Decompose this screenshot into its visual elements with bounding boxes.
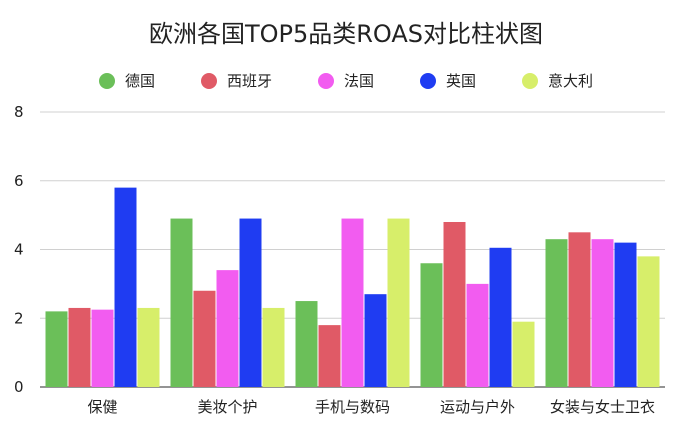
bar	[466, 283, 489, 387]
bar	[489, 247, 512, 387]
y-tick-label: 8	[14, 103, 24, 121]
bar	[114, 187, 137, 387]
x-category-label: 保健	[87, 398, 117, 416]
bar	[216, 270, 239, 387]
legend-item-spain: 西班牙	[200, 70, 272, 91]
x-category-label: 运动与户外	[440, 398, 515, 416]
bar	[170, 218, 193, 387]
legend-swatch-germany	[98, 72, 115, 89]
legend-label-germany: 德国	[124, 72, 155, 90]
bar	[91, 309, 114, 387]
bar	[512, 321, 535, 387]
bar	[68, 307, 91, 387]
legend-swatch-spain	[200, 72, 217, 89]
y-tick-label: 2	[14, 309, 24, 327]
y-tick-label: 6	[14, 172, 24, 190]
legend-item-germany: 德国	[98, 70, 155, 91]
legend-label-uk: 英国	[446, 72, 477, 90]
bar	[614, 242, 637, 387]
legend-item-france: 法国	[317, 70, 374, 91]
legend: 德国 西班牙 法国 英国 意大利	[0, 70, 692, 91]
bar	[568, 232, 591, 387]
legend-label-france: 法国	[343, 72, 374, 90]
y-tick-label: 4	[14, 241, 24, 259]
bar	[193, 290, 216, 387]
legend-item-uk: 英国	[420, 70, 476, 91]
bar	[137, 307, 160, 387]
y-tick-label: 0	[14, 378, 24, 396]
legend-item-italy: 意大利	[522, 70, 593, 91]
bar	[364, 294, 387, 387]
legend-label-italy: 意大利	[548, 72, 594, 90]
bar	[420, 263, 443, 387]
bar	[239, 218, 262, 387]
bar	[341, 218, 364, 387]
legend-swatch-uk	[420, 72, 436, 89]
bar	[591, 239, 614, 387]
x-category-label: 美妆个护	[197, 398, 257, 416]
bar	[545, 239, 568, 387]
legend-swatch-france	[317, 72, 334, 89]
bar	[318, 325, 341, 387]
chart-title: 欧洲各国TOP5品类ROAS对比柱状图	[148, 20, 544, 48]
x-category-label: 女装与女士卫衣	[550, 398, 655, 416]
legend-swatch-italy	[522, 72, 539, 89]
bar	[387, 218, 410, 387]
bar	[262, 307, 285, 387]
bar	[45, 311, 68, 387]
bar	[443, 222, 466, 387]
legend-label-spain: 西班牙	[226, 72, 272, 90]
x-category-label: 手机与数码	[315, 398, 390, 416]
bar	[637, 256, 660, 387]
bar	[295, 301, 318, 387]
